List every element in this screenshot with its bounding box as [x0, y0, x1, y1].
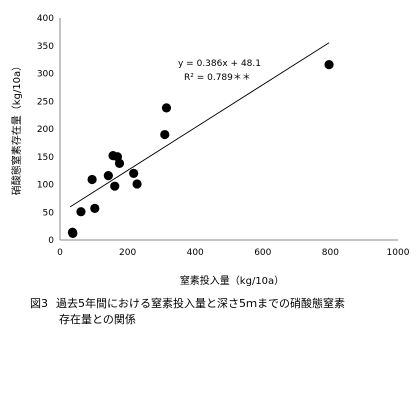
x-tick-labels: 0 200 400 600 800 1000 [57, 248, 410, 258]
y-tick-label: 250 [37, 97, 54, 107]
y-tick-labels: 0 50 100 150 200 250 300 350 400 [37, 14, 54, 246]
x-tick-label: 0 [57, 248, 63, 258]
y-tick-label: 200 [37, 125, 54, 135]
x-tick-label: 600 [254, 248, 271, 258]
x-tick-label: 1000 [387, 248, 410, 258]
figure-caption: 図3 過去5年間における窒素投入量と深さ5ｍまでの硝酸態窒素 存在量との関係 [30, 296, 410, 328]
data-point [114, 158, 125, 169]
figure-label: 図3 [30, 297, 48, 310]
data-points [67, 60, 334, 238]
y-tick-label: 150 [37, 153, 54, 163]
data-point [161, 103, 172, 113]
data-point [103, 171, 113, 181]
y-tick-label: 350 [37, 42, 54, 52]
caption-line-1: 過去5年間における窒素投入量と深さ5ｍまでの硝酸態窒素 [56, 297, 345, 310]
data-point [324, 60, 334, 70]
x-axis-title: 窒素投入量（kg/10a） [180, 274, 284, 287]
y-tick-label: 100 [37, 181, 54, 191]
data-point [129, 168, 139, 178]
scatter-chart: 0 50 100 150 200 250 300 350 400 0 200 400 600 800 10… [10, 14, 410, 287]
caption-line-2: 存在量との関係 [59, 313, 136, 326]
y-axis-title: 硝酸態窒素存在量（kg/10a） [10, 61, 23, 195]
data-point [160, 129, 170, 140]
x-tick-label: 800 [322, 248, 339, 258]
data-point [90, 203, 100, 213]
data-point [132, 179, 142, 189]
trendline [69, 42, 330, 208]
x-tick-label: 200 [119, 248, 136, 258]
data-point [76, 207, 86, 217]
y-tick-label: 50 [43, 208, 55, 218]
y-tick-label: 400 [37, 14, 54, 24]
x-tick-label: 400 [187, 248, 204, 258]
y-tick-label: 0 [48, 236, 54, 246]
data-point [68, 228, 78, 238]
y-tick-label: 300 [37, 70, 54, 80]
data-point [110, 181, 120, 191]
trendline-equation: y = 0.386x + 48.1 [178, 59, 261, 69]
r-squared-label: R² = 0.789＊＊ [184, 73, 251, 83]
data-point [87, 174, 97, 185]
